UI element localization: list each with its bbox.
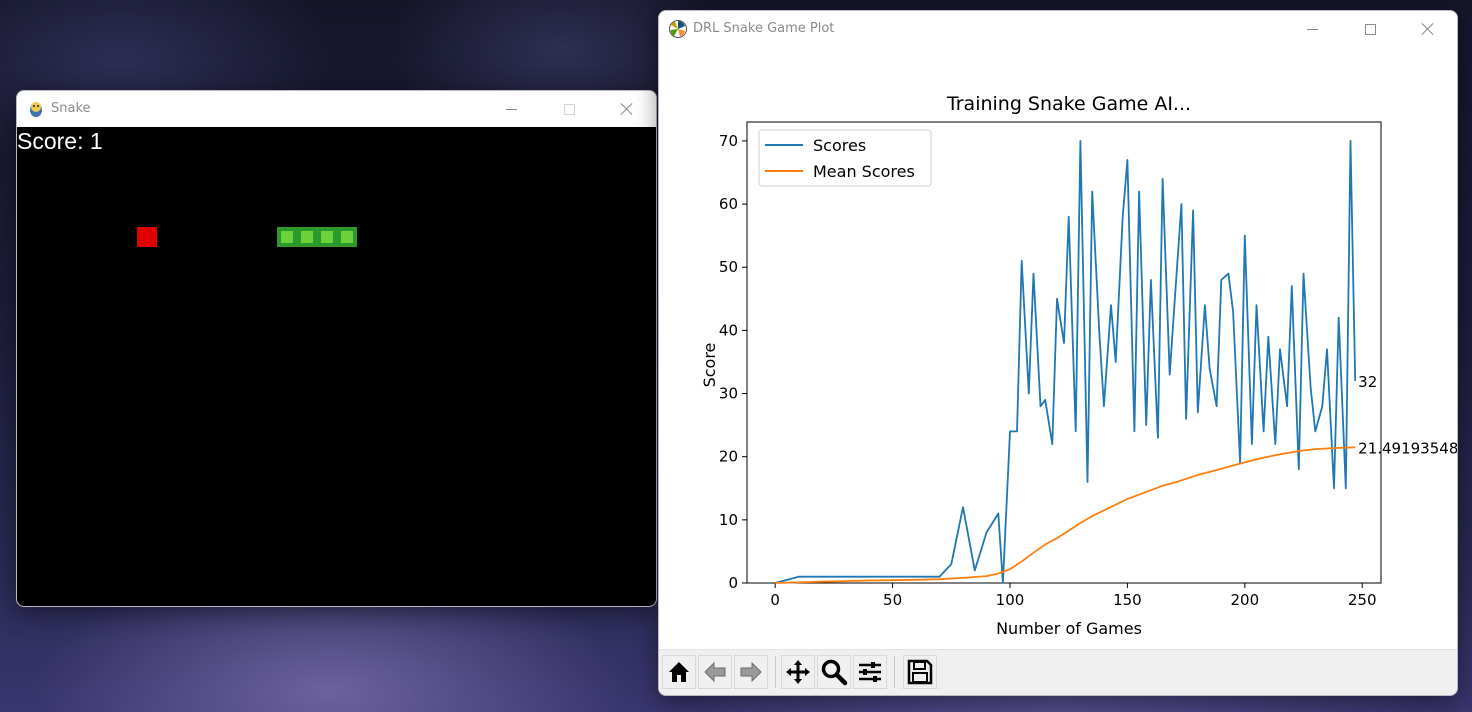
x-tick-label: 50 bbox=[883, 591, 902, 609]
axes-frame bbox=[746, 121, 1382, 584]
plot-titlebar[interactable]: DRL Snake Game Plot bbox=[659, 11, 1457, 47]
minimize-button[interactable] bbox=[482, 91, 540, 127]
y-tick-label: 40 bbox=[719, 321, 738, 339]
navigation-toolbar bbox=[659, 649, 1457, 695]
y-tick-label: 50 bbox=[719, 258, 738, 276]
plot-area[interactable]: Training Snake Game AI... 0 50 100 150 200 25… bbox=[659, 47, 1457, 649]
pan-button[interactable] bbox=[781, 655, 815, 689]
forward-arrow-icon bbox=[740, 661, 762, 683]
zoom-icon bbox=[821, 659, 848, 686]
configure-subplots-button[interactable] bbox=[853, 655, 887, 689]
y-tick-label: 0 bbox=[728, 574, 738, 592]
forward-button[interactable] bbox=[734, 655, 768, 689]
snake-segment bbox=[317, 227, 337, 247]
maximize-icon bbox=[1364, 23, 1376, 35]
matplotlib-icon bbox=[669, 20, 687, 38]
back-arrow-icon bbox=[704, 661, 726, 683]
scores-series-line bbox=[774, 140, 1357, 584]
maximize-button[interactable] bbox=[540, 91, 598, 127]
value-annotation: 21.49193548 bbox=[1358, 439, 1457, 457]
x-tick-label: 0 bbox=[770, 591, 780, 609]
y-tick-label: 70 bbox=[719, 132, 738, 150]
close-button[interactable] bbox=[1399, 11, 1457, 47]
minimize-icon bbox=[505, 108, 517, 110]
x-tick-label: 200 bbox=[1230, 591, 1259, 609]
x-tick-label: 250 bbox=[1348, 591, 1377, 609]
configure-subplots-icon bbox=[859, 662, 881, 682]
legend-label: Mean Scores bbox=[813, 162, 915, 181]
y-tick-label: 60 bbox=[719, 195, 738, 213]
minimize-button[interactable] bbox=[1283, 11, 1341, 47]
chart-title: Training Snake Game AI... bbox=[946, 93, 1191, 115]
x-axis-label: Number of Games bbox=[996, 619, 1142, 638]
mean-scores-series-line bbox=[775, 446, 1356, 584]
zoom-button[interactable] bbox=[817, 655, 851, 689]
x-tick-label: 100 bbox=[996, 591, 1025, 609]
close-icon bbox=[620, 102, 634, 116]
plot-window: DRL Snake Game Plot Training Snake Game … bbox=[658, 10, 1458, 696]
food-pellet bbox=[137, 227, 157, 247]
close-icon bbox=[1421, 22, 1435, 36]
snake-segment bbox=[297, 227, 317, 247]
maximize-button[interactable] bbox=[1341, 11, 1399, 47]
game-canvas[interactable]: Score: 1 bbox=[17, 127, 656, 606]
pan-icon bbox=[786, 660, 810, 684]
value-annotation: 32 bbox=[1358, 373, 1377, 391]
x-tick-label: 150 bbox=[1113, 591, 1142, 609]
legend-label: Scores bbox=[813, 136, 866, 155]
save-icon bbox=[907, 659, 933, 685]
home-icon bbox=[669, 662, 689, 682]
snake-titlebar[interactable]: Snake bbox=[17, 91, 656, 127]
y-axis-label: Score bbox=[700, 343, 719, 388]
y-tick-label: 30 bbox=[719, 385, 738, 403]
snake-window-title: Snake bbox=[51, 101, 91, 116]
y-tick-label: 20 bbox=[719, 448, 738, 466]
snake-window: Snake Score: 1 bbox=[16, 90, 657, 607]
pygame-snake-icon bbox=[30, 102, 42, 117]
save-button[interactable] bbox=[903, 655, 937, 689]
back-button[interactable] bbox=[698, 655, 732, 689]
y-tick-label: 10 bbox=[719, 511, 738, 529]
line-chart: Training Snake Game AI... 0 50 100 150 200 25… bbox=[700, 93, 1457, 638]
plot-window-title: DRL Snake Game Plot bbox=[693, 21, 835, 36]
home-button[interactable] bbox=[662, 655, 696, 689]
score-label: Score: 1 bbox=[17, 128, 103, 154]
close-button[interactable] bbox=[598, 91, 656, 127]
snake-segment bbox=[277, 227, 297, 247]
maximize-icon bbox=[563, 103, 575, 115]
snake-head bbox=[337, 227, 357, 247]
axes: 0 50 100 150 200 250 0 10 20 30 40 50 60 70 32 21.49193… bbox=[719, 121, 1457, 609]
minimize-icon bbox=[1306, 28, 1318, 30]
